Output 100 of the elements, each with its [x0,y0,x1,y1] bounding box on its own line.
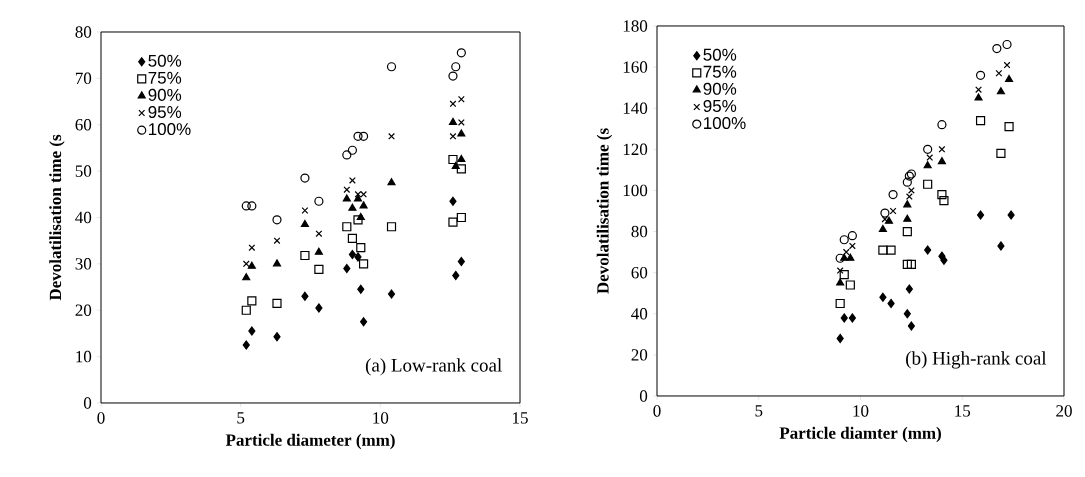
point [1002,39,1012,50]
point [1005,74,1014,83]
point [300,250,310,261]
point [451,62,461,72]
point [906,259,916,270]
point [242,260,250,268]
point [975,86,982,94]
point [353,215,363,225]
point [449,196,457,206]
point [353,194,363,202]
point [976,210,985,220]
annotation: (a) Low-rank coal [365,358,502,376]
x-tick-label: 10 [853,405,869,417]
point [448,154,458,165]
point [846,253,855,261]
legend-label: 95% [703,99,737,112]
x-tick-label: 0 [97,412,105,424]
y-tick-label: 40 [75,211,92,224]
point [342,222,352,232]
y-tick-label: 180 [623,20,648,32]
x-tick-label: 15 [955,405,971,417]
point [975,70,986,80]
point [992,44,1002,54]
point [845,280,855,290]
y-tick-label: 160 [623,61,648,73]
point [388,132,395,140]
point [903,309,911,319]
point [939,196,949,206]
x-tick-label: 5 [755,405,763,417]
legend-label: 75% [148,71,182,84]
point [926,154,934,161]
point [924,245,932,255]
legend-label: 50% [703,48,737,61]
y-tick-label: 30 [75,258,92,270]
point [315,303,323,313]
point [938,145,946,153]
point [905,284,913,294]
point [452,270,460,281]
point [996,148,1006,159]
point [342,150,352,160]
annotation: (b) High-rank coal [906,351,1047,369]
point [923,144,933,154]
y-tick-label: 60 [75,119,92,131]
y-tick-label: 140 [623,102,648,114]
point [248,326,256,336]
point [997,241,1005,251]
point [839,235,849,245]
point [241,305,251,315]
point [836,278,845,286]
legend-label: 95% [148,105,182,119]
point [1007,210,1015,220]
point [314,264,324,275]
x-axis-title: Particle diameter (mm) [225,433,395,450]
point [923,179,933,189]
point [448,117,458,126]
y-tick-label: 70 [75,72,92,85]
point [248,244,256,252]
point [456,212,466,223]
point [242,340,250,350]
point [343,186,351,194]
x-tick-label: 10 [373,412,389,424]
point [343,263,351,274]
point [347,145,358,155]
y-tick-label: 0 [83,397,92,409]
point [387,178,396,186]
point [272,259,282,267]
point [902,226,912,237]
point [273,332,281,342]
point [359,317,368,327]
point [301,291,309,301]
point [358,259,369,269]
point [903,214,912,222]
legend-label: 50% [148,54,182,67]
x-axis-title: Particle diamter (mm) [779,426,941,443]
point [451,161,460,170]
point [842,248,850,256]
point [348,203,357,211]
point [995,69,1003,77]
point [905,193,913,201]
point [902,177,912,187]
point [840,313,848,323]
x-tick-label: 5 [237,412,245,424]
point [386,62,397,72]
x-tick-label: 0 [653,405,661,417]
y-tick-label: 10 [76,350,92,363]
point [903,200,912,208]
point [247,261,256,269]
point [301,207,309,214]
point [457,95,465,103]
point [356,243,366,253]
point [272,215,282,225]
y-tick-label: 0 [639,390,648,402]
point [902,259,912,270]
point [836,333,844,344]
point [848,313,856,323]
point [1004,122,1014,132]
point [937,157,946,165]
point [448,71,458,81]
point [347,233,358,243]
point [247,201,257,211]
